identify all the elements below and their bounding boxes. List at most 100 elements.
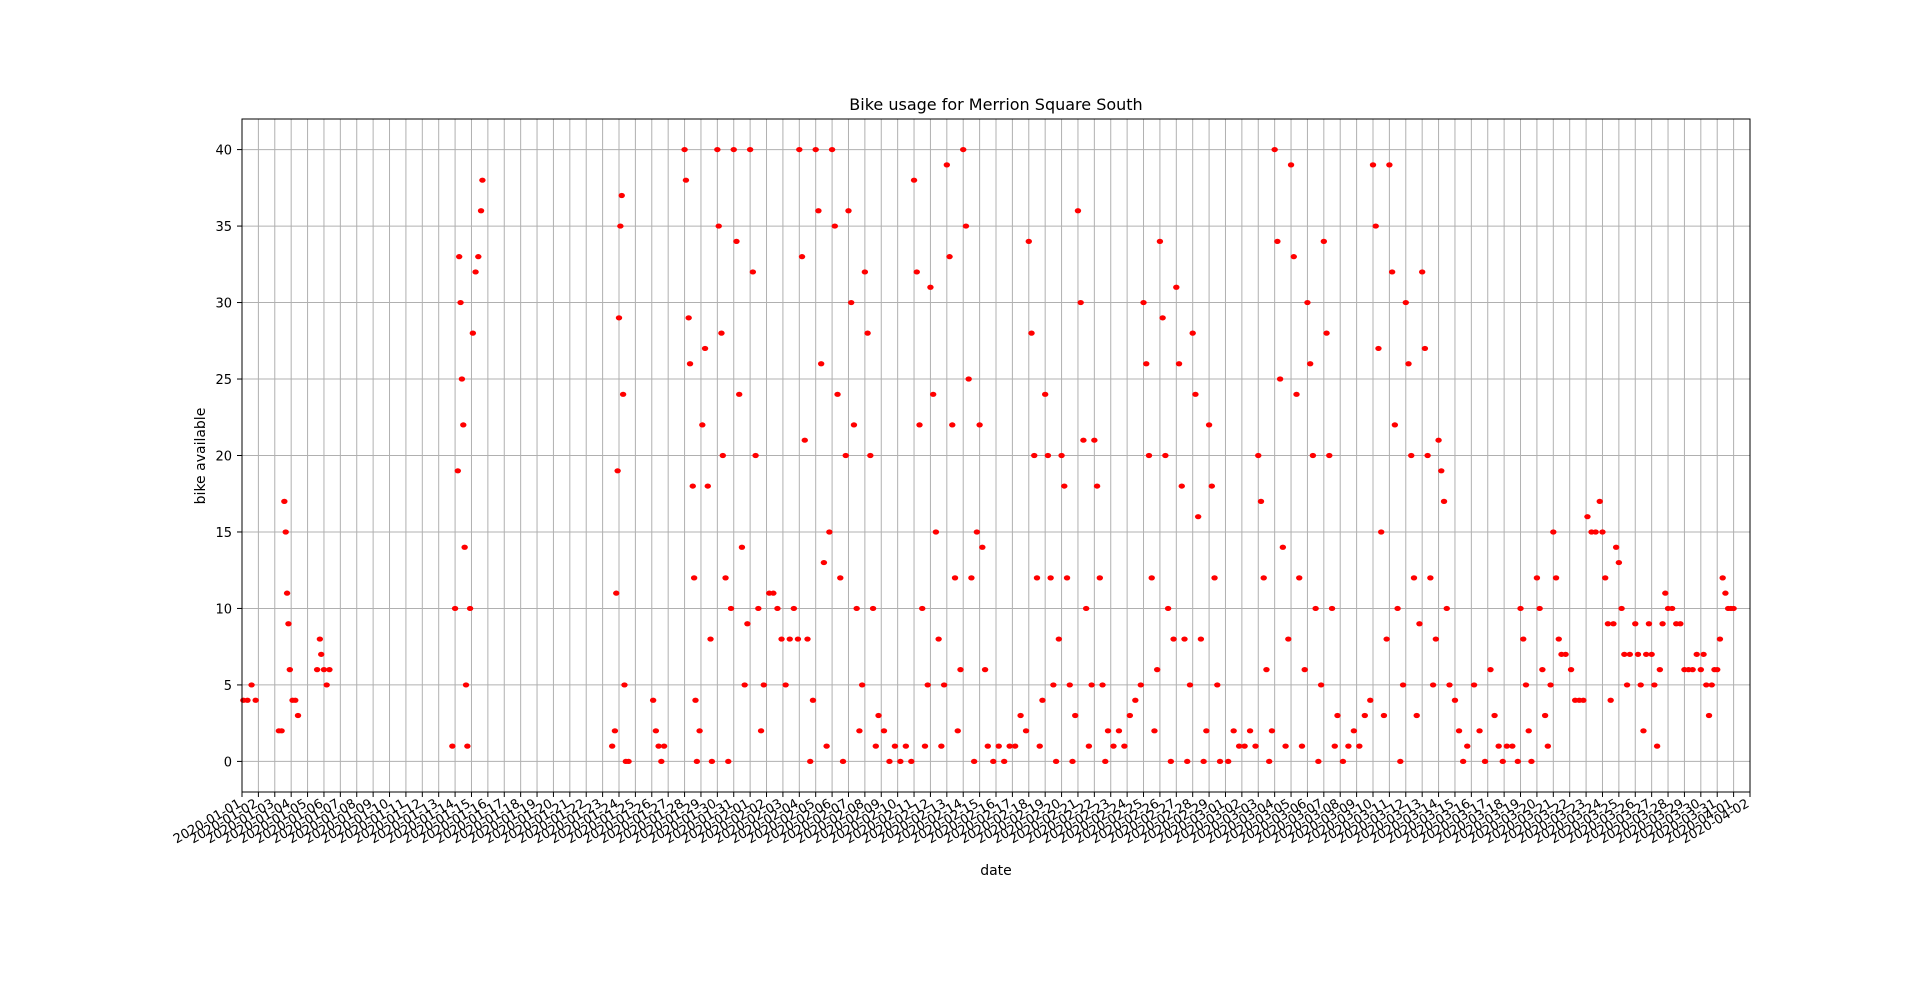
- data-point: [457, 299, 464, 306]
- y-tick-label: 15: [215, 526, 232, 541]
- data-point: [932, 529, 940, 535]
- data-point: [1520, 636, 1527, 642]
- data-point: [1552, 575, 1560, 581]
- data-point: [990, 758, 997, 765]
- data-point: [1481, 758, 1489, 765]
- data-point: [1369, 162, 1377, 168]
- data-point: [1268, 728, 1276, 734]
- data-point: [1592, 529, 1599, 535]
- data-point: [786, 636, 793, 642]
- data-point: [1435, 437, 1442, 443]
- data-point: [722, 575, 729, 581]
- data-point: [613, 590, 620, 596]
- data-point: [1099, 682, 1106, 688]
- data-point: [1637, 682, 1644, 688]
- data-point: [1339, 758, 1347, 765]
- data-point: [1361, 712, 1369, 719]
- data-point: [927, 284, 934, 290]
- data-point: [1380, 712, 1388, 719]
- data-point: [1604, 621, 1612, 627]
- data-point: [861, 269, 869, 275]
- data-point: [809, 697, 817, 703]
- data-point: [869, 605, 877, 612]
- data-point: [1025, 238, 1032, 244]
- data-point: [921, 743, 929, 749]
- data-point: [719, 452, 727, 459]
- data-point: [1610, 621, 1617, 627]
- data-point: [875, 712, 882, 719]
- data-point: [1464, 743, 1471, 749]
- data-point: [1189, 330, 1196, 336]
- data-point: [1424, 452, 1431, 459]
- data-point: [1017, 712, 1024, 719]
- data-point: [475, 254, 482, 260]
- data-point: [1544, 743, 1552, 749]
- data-point: [736, 391, 743, 397]
- data-point: [1110, 743, 1117, 749]
- data-point: [1656, 667, 1664, 673]
- data-point: [1298, 743, 1306, 749]
- data-point: [1541, 712, 1549, 719]
- data-point: [451, 605, 459, 612]
- data-point: [1491, 712, 1498, 719]
- data-point: [913, 269, 920, 275]
- data-point: [285, 621, 292, 627]
- data-point: [850, 422, 858, 428]
- data-point: [278, 728, 285, 734]
- data-point: [689, 483, 696, 489]
- data-point: [318, 651, 325, 657]
- data-point: [1181, 636, 1188, 642]
- data-point: [968, 575, 975, 581]
- data-point: [1697, 667, 1705, 673]
- data-point: [1175, 361, 1183, 367]
- data-point: [1230, 728, 1237, 734]
- data-point: [1069, 758, 1076, 765]
- data-point: [757, 728, 765, 734]
- data-point: [1446, 682, 1453, 688]
- data-point: [1476, 728, 1483, 734]
- data-point: [617, 223, 624, 229]
- data-point: [1080, 437, 1087, 443]
- data-point: [1440, 498, 1448, 504]
- data-point: [730, 146, 737, 153]
- chart-title: Bike usage for Merrion Square South: [849, 95, 1142, 114]
- data-point: [1276, 376, 1284, 382]
- data-point: [1153, 667, 1161, 673]
- data-point: [1621, 651, 1628, 657]
- data-point: [1334, 712, 1341, 719]
- data-point: [466, 605, 474, 612]
- data-point: [828, 146, 836, 153]
- data-point: [1282, 743, 1289, 749]
- x-axis-label: date: [980, 863, 1012, 879]
- data-point: [1438, 468, 1445, 474]
- data-point: [856, 728, 863, 734]
- data-point: [1132, 697, 1139, 703]
- data-point: [807, 758, 814, 765]
- data-point: [460, 422, 467, 428]
- data-point: [1612, 544, 1620, 550]
- data-point: [960, 146, 967, 153]
- data-point: [815, 208, 822, 214]
- data-point: [1102, 758, 1109, 765]
- data-point: [1427, 575, 1434, 581]
- data-point: [323, 682, 330, 688]
- data-point: [655, 743, 662, 749]
- data-point: [1705, 712, 1713, 719]
- data-point: [619, 391, 627, 397]
- data-point: [1495, 743, 1502, 749]
- data-point: [1388, 269, 1396, 275]
- data-point: [1296, 575, 1303, 581]
- data-point: [1391, 422, 1399, 428]
- data-point: [1584, 514, 1591, 520]
- data-point: [1293, 391, 1300, 397]
- data-point: [1036, 743, 1043, 749]
- data-point: [1214, 682, 1221, 688]
- data-point: [615, 315, 623, 321]
- data-point: [872, 743, 879, 749]
- data-point: [614, 468, 621, 474]
- data-point: [943, 162, 951, 168]
- data-point: [796, 146, 803, 153]
- data-point: [837, 575, 844, 581]
- data-point: [1285, 636, 1292, 642]
- data-point: [749, 269, 757, 275]
